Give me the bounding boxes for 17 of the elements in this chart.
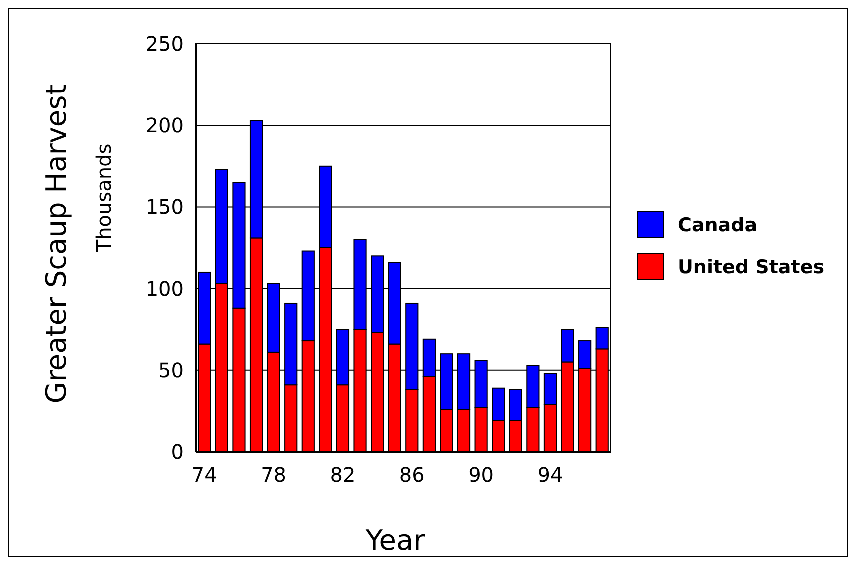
legend-label: Canada [678, 214, 758, 237]
y-tick-label: 250 [146, 32, 184, 56]
legend-label: United States [678, 256, 825, 279]
x-tick-label: 78 [261, 463, 287, 487]
y-tick-label: 0 [171, 440, 184, 464]
y-tick-label: 50 [158, 358, 184, 382]
y-tick-label: 100 [146, 276, 184, 301]
text: Thousands [92, 144, 116, 254]
x-tick-label: 94 [538, 463, 564, 487]
x-tick-label: 82 [330, 463, 356, 487]
x-tick-label: 90 [468, 463, 494, 487]
x-axis-title: Year [364, 524, 426, 557]
x-tick-label: 74 [192, 463, 218, 487]
y-axis-title: Greater Scaup Harvest [40, 84, 73, 404]
y-tick-label: 150 [146, 195, 184, 220]
x-tick-label: 86 [399, 463, 425, 487]
y-tick-label: 200 [146, 114, 184, 138]
